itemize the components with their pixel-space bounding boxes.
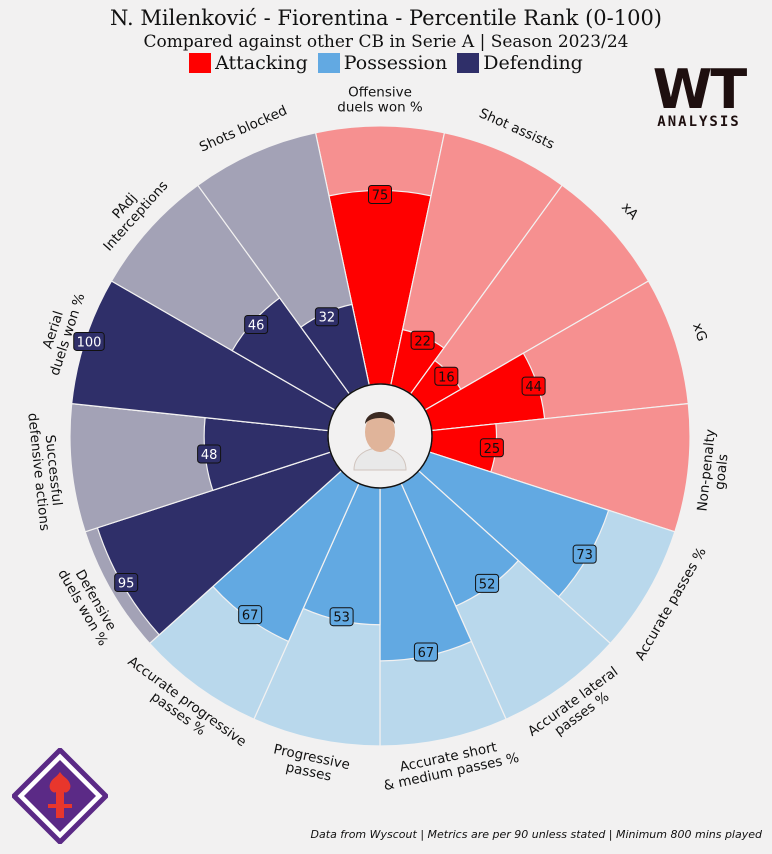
chart-title: N. Milenković - Fiorentina - Percentile …	[110, 6, 662, 30]
chart-subtitle: Compared against other CB in Serie A | S…	[143, 32, 629, 52]
value-box-non-penalty-goals	[479, 438, 504, 458]
legend-item-possession: Possession	[317, 52, 448, 74]
legend-item-defending: Defending	[457, 52, 583, 74]
value-box-padj-interceptions	[244, 314, 269, 334]
value-text-accurate-passes: 73	[576, 548, 593, 563]
value-text-xg: 44	[525, 380, 542, 395]
segment-aerial-duels-won	[71, 280, 336, 432]
value-text-accurate-lateral-passes: 52	[479, 577, 496, 592]
value-box-shot-assists	[410, 330, 435, 350]
legend: Attacking Possession Defending	[0, 52, 772, 74]
segment-defensive-duels-won	[84, 451, 343, 645]
value-box-accurate-lateral-passes	[475, 573, 500, 593]
segment-xg	[424, 280, 689, 432]
category-label-progressive-passes: Progressivepasses	[269, 741, 351, 787]
value-label-accurate-short-medium-passes: 67	[413, 642, 438, 662]
value-label-accurate-passes: 73	[572, 544, 597, 564]
value-label-accurate-progressive-passes: 67	[238, 605, 263, 625]
legend-swatch-attacking	[189, 53, 212, 73]
value-label-shots-blocked: 32	[314, 307, 339, 327]
value-label-shot-assists: 22	[410, 330, 435, 350]
footer-note: Data from Wyscout | Metrics are per 90 u…	[310, 828, 762, 841]
value-text-padj-interceptions: 46	[248, 318, 265, 333]
value-text-progressive-passes: 53	[333, 611, 350, 626]
value-text-shots-blocked: 32	[319, 311, 336, 326]
value-label-xa: 16	[434, 366, 459, 386]
value-text-successful-defensive-actions: 48	[201, 448, 218, 463]
logo-sub-text: ANALYSIS	[657, 114, 741, 130]
value-label-aerial-duels-won: 100	[73, 331, 105, 351]
category-label-non-penalty-goals: Non-penaltygoals	[694, 428, 733, 513]
value-box-accurate-passes	[572, 544, 597, 564]
value-text-accurate-short-medium-passes: 67	[418, 646, 435, 661]
category-label-xg: xG	[689, 321, 710, 343]
category-label-successful-defensive-actions: Successfuldefensive actions	[24, 411, 67, 532]
value-box-accurate-progressive-passes	[238, 605, 263, 625]
value-box-successful-defensive-actions	[197, 444, 222, 464]
value-text-defensive-duels-won: 95	[118, 577, 135, 592]
value-label-non-penalty-goals: 25	[479, 438, 504, 458]
value-text-xa: 16	[438, 370, 455, 385]
legend-swatch-possession	[317, 53, 340, 73]
legend-label-attacking: Attacking	[215, 52, 308, 74]
value-box-offensive-duels-won	[368, 185, 392, 204]
value-box-progressive-passes	[329, 607, 354, 627]
value-text-shot-assists: 22	[414, 334, 431, 349]
value-box-xa	[434, 366, 459, 386]
segment-shots-blocked	[196, 132, 370, 395]
category-label-offensive-duels-won: Offensive duels won %	[337, 85, 423, 116]
logo-main-text: WT	[652, 58, 747, 121]
value-label-progressive-passes: 53	[329, 607, 354, 627]
value-label-offensive-duels-won: 75	[368, 185, 392, 204]
value-text-offensive-duels-won: 75	[372, 189, 389, 204]
value-box-defensive-duels-won	[114, 573, 139, 593]
player-avatar	[327, 383, 433, 489]
value-text-non-penalty-goals: 25	[484, 442, 501, 457]
value-text-aerial-duels-won: 100	[77, 335, 102, 350]
legend-label-defending: Defending	[483, 52, 583, 74]
fiorentina-crest-icon	[12, 748, 108, 844]
value-label-successful-defensive-actions: 48	[197, 444, 222, 464]
category-label-xa: xA	[618, 199, 642, 223]
wt-analysis-logo: WT ANALYSIS	[648, 58, 750, 131]
value-label-accurate-lateral-passes: 52	[475, 573, 500, 593]
value-box-aerial-duels-won	[73, 331, 105, 351]
legend-item-attacking: Attacking	[189, 52, 308, 74]
legend-swatch-defending	[457, 53, 480, 73]
segment-successful-defensive-actions	[69, 402, 332, 533]
legend-label-possession: Possession	[343, 52, 448, 74]
value-label-defensive-duels-won: 95	[114, 573, 139, 593]
value-label-padj-interceptions: 46	[244, 314, 269, 334]
value-box-shots-blocked	[314, 307, 339, 327]
value-box-accurate-short-medium-passes	[413, 642, 438, 662]
value-label-xg: 44	[521, 376, 546, 396]
value-box-xg	[521, 376, 546, 396]
value-text-accurate-progressive-passes: 67	[242, 609, 259, 624]
